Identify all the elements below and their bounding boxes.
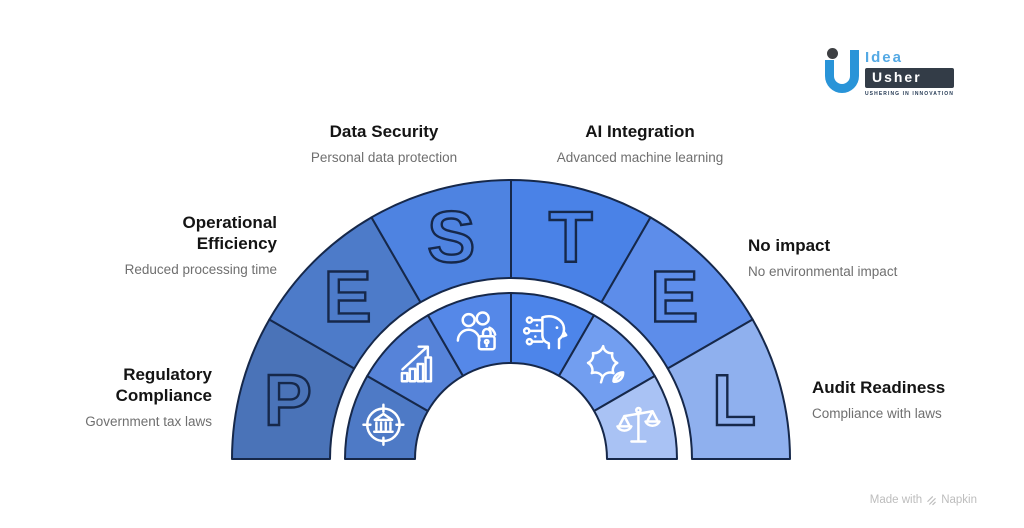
growth-chart-icon [400,345,433,383]
segment-letter-t-3: T [549,198,593,278]
label-subtitle: Personal data protection [310,150,458,165]
label-data-security: Data Security Personal data protection [234,121,534,165]
segment-letter-s-2: S [427,198,475,278]
label-regulatory-compliance: Regulatory Compliance Government tax law… [0,364,212,429]
label-audit-readiness: Audit Readiness Compliance with laws [812,377,1024,421]
arch-inner-segment-l-5 [593,375,678,460]
idea-usher-logo: Idea Usher USHERING IN INNOVATION [824,48,954,97]
label-subtitle: Government tax laws [85,414,212,429]
idea-usher-u-icon [824,48,859,93]
label-title: Data Security [329,122,439,141]
leaf-icon [586,344,625,384]
label-title: AI Integration [585,122,695,141]
label-subtitle: Reduced processing time [124,262,277,277]
logo-brand-bottom: Usher [864,68,954,88]
label-title: Audit Readiness [812,378,946,397]
label-title: Operational Efficiency [182,213,277,253]
logo-brand-top: Idea [864,49,903,66]
made-with-text: Made with [869,494,923,506]
segment-letter-l-5: L [712,361,756,441]
segment-letter-e-1: E [324,258,372,338]
bank-target-icon [362,403,405,446]
segment-letter-p-0: P [264,361,312,441]
napkin-icon [927,496,936,506]
people-lock-icon [456,311,497,351]
made-with-napkin: Made with Napkin [870,494,977,506]
label-ai-integration: AI Integration Advanced machine learning [490,121,790,165]
segment-letter-e-4: E [650,258,698,338]
ai-head-icon [522,315,568,350]
label-operational-efficiency: Operational Efficiency Reduced processin… [47,212,277,277]
napkin-brand-text: Napkin [941,494,977,506]
label-subtitle: Compliance with laws [812,406,942,421]
scales-icon [616,406,661,443]
label-title: Regulatory Compliance [115,365,212,405]
label-no-impact: No impact No environmental impact [748,235,988,279]
logo-tagline: USHERING IN INNOVATION [864,91,954,97]
label-title: No impact [748,236,831,255]
label-subtitle: No environmental impact [748,264,898,279]
label-subtitle: Advanced machine learning [556,150,724,165]
arch-outer-segment-l-5 [666,318,791,460]
